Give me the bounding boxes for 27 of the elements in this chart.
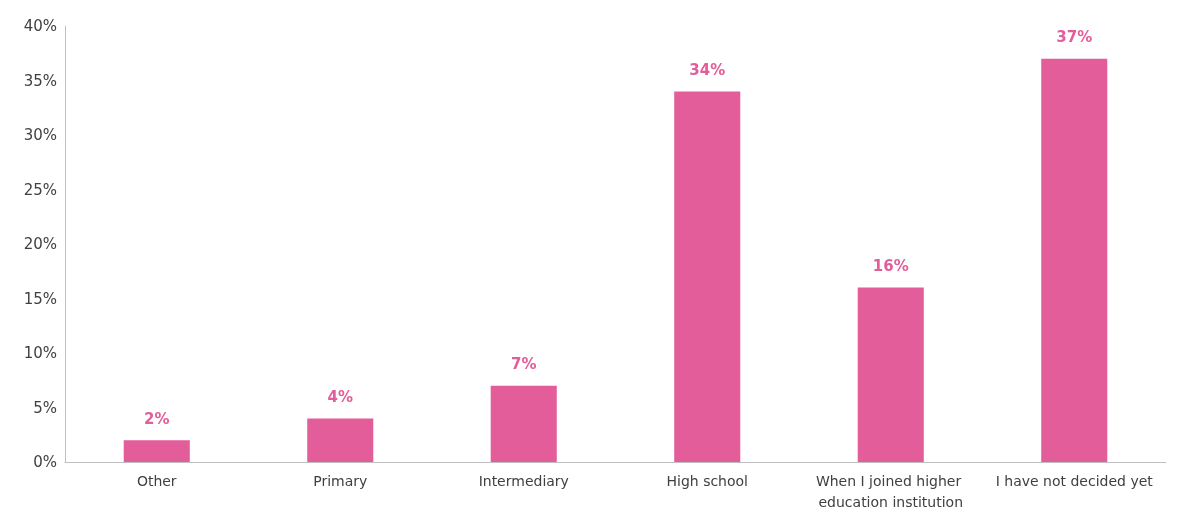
- y-tick-label: 15%: [23, 289, 57, 308]
- y-tick-label: 35%: [23, 71, 57, 90]
- bar: [857, 287, 924, 462]
- bar: [123, 440, 190, 462]
- data-label: 37%: [1056, 28, 1093, 47]
- data-label: 4%: [327, 387, 353, 406]
- y-tick-label: 0%: [33, 453, 57, 471]
- y-tick-label: 20%: [23, 235, 57, 253]
- data-label: 2%: [144, 409, 170, 428]
- bar: [490, 385, 557, 462]
- y-tick-label: 5%: [33, 398, 57, 417]
- x-tick-label: Other: [136, 472, 177, 489]
- x-tick-label: Primary: [313, 472, 368, 489]
- y-tick-label: 40%: [23, 17, 57, 35]
- bar: [1041, 58, 1108, 462]
- data-label: 7%: [511, 355, 537, 374]
- data-label: 34%: [689, 60, 726, 79]
- x-tick-label: I have not decided yet: [995, 472, 1154, 489]
- bar: [307, 418, 374, 462]
- x-tick-label: Intermediary: [478, 472, 569, 489]
- y-tick-label: 10%: [23, 344, 57, 362]
- data-label: 16%: [872, 257, 909, 276]
- y-tick-label: 30%: [23, 126, 57, 144]
- y-tick-label: 25%: [23, 180, 57, 199]
- bar: [674, 91, 741, 462]
- x-tick-label: High school: [666, 472, 749, 489]
- x-tick-label: When I joined higher education institution: [815, 472, 966, 510]
